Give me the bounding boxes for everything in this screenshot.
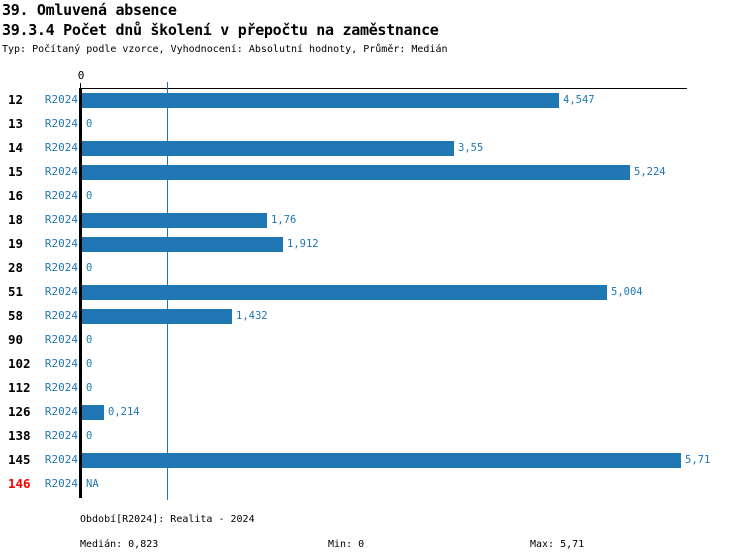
row-period-label: R2024 bbox=[44, 141, 78, 154]
row-category-label: 58 bbox=[8, 308, 24, 323]
row-period-label: R2024 bbox=[44, 429, 78, 442]
row-category-label: 15 bbox=[8, 164, 24, 179]
row-period-label: R2024 bbox=[44, 477, 78, 490]
row-period-label: R2024 bbox=[44, 357, 78, 370]
bar-value-label: 0,214 bbox=[108, 406, 140, 418]
bar-value-label: 1,912 bbox=[287, 238, 319, 250]
row-period-label: R2024 bbox=[44, 117, 78, 130]
chart-row: 112 R2024 0 bbox=[0, 376, 750, 400]
bar-value-label: 5,004 bbox=[611, 286, 643, 298]
bar-value-label: NA bbox=[86, 478, 99, 490]
chart-row: 13 R2024 0 bbox=[0, 112, 750, 136]
row-category-label: 145 bbox=[8, 452, 31, 467]
row-category-label: 13 bbox=[8, 116, 24, 131]
row-category-label: 138 bbox=[8, 428, 31, 443]
footer-min: Min: 0 bbox=[328, 539, 365, 550]
row-category-label: 16 bbox=[8, 188, 24, 203]
row-period-label: R2024 bbox=[44, 285, 78, 298]
footer-max: Max: 5,71 bbox=[530, 539, 585, 550]
row-category-label: 28 bbox=[8, 260, 24, 275]
row-period-label: R2024 bbox=[44, 333, 78, 346]
row-category-label: 146 bbox=[8, 476, 31, 491]
bar bbox=[82, 213, 267, 228]
chart-row: 18 R2024 1,76 bbox=[0, 208, 750, 232]
chart-row: 19 R2024 1,912 bbox=[0, 232, 750, 256]
bar-rows: 12 R2024 4,547 13 R2024 0 14 R2024 3,55 15 R2024 5,… bbox=[0, 88, 750, 498]
chart-subtitle: Typ: Počítaný podle vzorce, Vyhodnocení:… bbox=[2, 44, 448, 55]
chart-row: 14 R2024 3,55 bbox=[0, 136, 750, 160]
footer-period: Období[R2024]: Realita - 2024 bbox=[80, 514, 255, 525]
chart-row: 28 R2024 0 bbox=[0, 256, 750, 280]
chart-row: 90 R2024 0 bbox=[0, 328, 750, 352]
bar bbox=[82, 285, 607, 300]
row-category-label: 18 bbox=[8, 212, 24, 227]
chart-row: 126 R2024 0,214 bbox=[0, 400, 750, 424]
bar-value-label: 0 bbox=[86, 358, 93, 370]
row-category-label: 112 bbox=[8, 380, 31, 395]
row-period-label: R2024 bbox=[44, 93, 78, 106]
bar bbox=[82, 165, 630, 180]
row-category-label: 12 bbox=[8, 92, 24, 107]
bar-value-label: 5,224 bbox=[634, 166, 666, 178]
row-category-label: 102 bbox=[8, 356, 31, 371]
row-period-label: R2024 bbox=[44, 261, 78, 274]
bar-value-label: 3,55 bbox=[458, 142, 484, 154]
bar bbox=[82, 141, 454, 156]
chart-row: 138 R2024 0 bbox=[0, 424, 750, 448]
row-category-label: 51 bbox=[8, 284, 24, 299]
bar bbox=[82, 237, 283, 252]
chart-title: 39.3.4 Počet dnů školení v přepočtu na z… bbox=[2, 21, 439, 39]
row-period-label: R2024 bbox=[44, 405, 78, 418]
x-axis-line bbox=[80, 88, 687, 89]
row-period-label: R2024 bbox=[44, 381, 78, 394]
chart-row: 12 R2024 4,547 bbox=[0, 88, 750, 112]
bar bbox=[82, 93, 559, 108]
x-axis-tick-mark bbox=[80, 83, 81, 89]
row-period-label: R2024 bbox=[44, 309, 78, 322]
row-category-label: 126 bbox=[8, 404, 31, 419]
bar bbox=[82, 453, 681, 468]
bar bbox=[82, 309, 232, 324]
row-period-label: R2024 bbox=[44, 189, 78, 202]
chart-row: 15 R2024 5,224 bbox=[0, 160, 750, 184]
bar-value-label: 0 bbox=[86, 334, 93, 346]
y-axis-line bbox=[79, 88, 82, 498]
bar-value-label: 1,432 bbox=[236, 310, 268, 322]
bar-value-label: 5,71 bbox=[685, 454, 711, 466]
bar-value-label: 0 bbox=[86, 430, 93, 442]
row-category-label: 14 bbox=[8, 140, 24, 155]
chart-row: 146 R2024 NA bbox=[0, 472, 750, 496]
x-axis-tick-label-zero: 0 bbox=[77, 69, 85, 82]
row-period-label: R2024 bbox=[44, 165, 78, 178]
bar bbox=[82, 405, 104, 420]
row-period-label: R2024 bbox=[44, 453, 78, 466]
bar-value-label: 1,76 bbox=[271, 214, 297, 226]
report-section-title: 39. Omluvená absence bbox=[2, 1, 177, 19]
chart-row: 145 R2024 5,71 bbox=[0, 448, 750, 472]
row-period-label: R2024 bbox=[44, 237, 78, 250]
bar-value-label: 4,547 bbox=[563, 94, 595, 106]
bar-value-label: 0 bbox=[86, 382, 93, 394]
chart-row: 16 R2024 0 bbox=[0, 184, 750, 208]
chart-row: 102 R2024 0 bbox=[0, 352, 750, 376]
row-period-label: R2024 bbox=[44, 213, 78, 226]
row-category-label: 19 bbox=[8, 236, 24, 251]
bar-value-label: 0 bbox=[86, 262, 93, 274]
bar-value-label: 0 bbox=[86, 190, 93, 202]
footer-median: Medián: 0,823 bbox=[80, 539, 159, 550]
chart-row: 58 R2024 1,432 bbox=[0, 304, 750, 328]
row-category-label: 90 bbox=[8, 332, 24, 347]
bar-value-label: 0 bbox=[86, 118, 93, 130]
chart-row: 51 R2024 5,004 bbox=[0, 280, 750, 304]
